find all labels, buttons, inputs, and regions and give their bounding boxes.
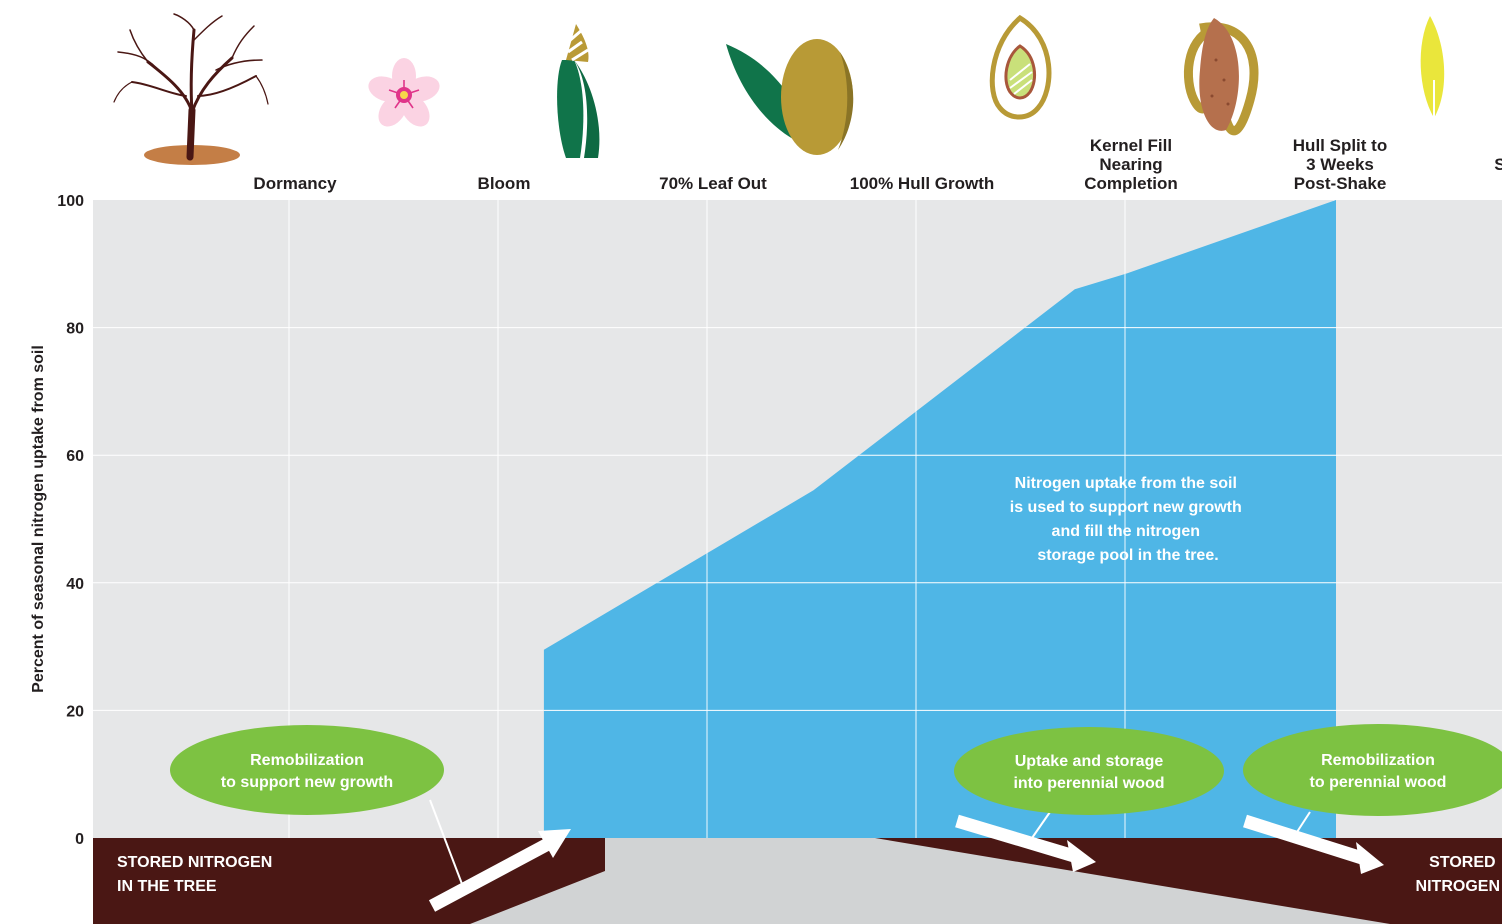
- oval-remobilization-wood: [1243, 724, 1502, 816]
- oval-uptake-storage: [954, 727, 1224, 815]
- y-axis-ticks: 0 20 40 60 80 100: [57, 193, 84, 848]
- stored-right-line: NITROGEN: [1416, 878, 1500, 895]
- oval-label: into perennial wood: [1013, 775, 1164, 792]
- stage-labels: Dormancy Bloom 70% Leaf Out 100% Hull Growt…: [253, 136, 1502, 193]
- y-tick-label: 80: [66, 321, 84, 338]
- stored-right-line: STORED: [1429, 854, 1495, 871]
- pointer-line-left: [429, 799, 463, 885]
- uptake-note-line: is used to support new growth: [1010, 499, 1242, 516]
- y-tick-label: 20: [66, 703, 84, 720]
- oval-texts: Remobilization to support new growth Uptak…: [221, 752, 1447, 792]
- kernel-fill-icon: [989, 14, 1052, 120]
- arrow-remobilize-up: [428, 829, 571, 912]
- uptake-note-line: and fill the nitrogen: [1052, 523, 1200, 540]
- uptake-area: [543, 200, 1336, 838]
- y-tick-label: 0: [75, 831, 84, 848]
- stage-label: Senescene to: [1494, 155, 1502, 174]
- hull-growth-icon: [726, 39, 854, 155]
- oval-label: Remobilization: [250, 752, 364, 769]
- stage-label: Kernel Fill: [1090, 136, 1172, 155]
- dormant-tree-icon: [113, 13, 269, 165]
- uptake-note-line: storage pool in the tree.: [1037, 547, 1218, 564]
- stage-label: Dormancy: [253, 174, 337, 193]
- stage-label: 100% Hull Growth: [850, 174, 995, 193]
- stored-nitrogen-label-right: STORED NITROGEN: [1416, 854, 1500, 895]
- oval-remobilization-growth: [170, 725, 444, 815]
- stage-label: Hull Split to: [1293, 136, 1387, 155]
- y-tick-label: 40: [66, 576, 84, 593]
- senescent-leaf-icon: [1420, 16, 1445, 118]
- stored-nitrogen-label-left: STORED NITROGEN IN THE TREE: [117, 854, 277, 895]
- bloom-flower-icon: [368, 58, 440, 127]
- oval-label: Remobilization: [1321, 752, 1435, 769]
- stage-label: Completion: [1084, 174, 1178, 193]
- y-tick-label: 60: [66, 448, 84, 465]
- uptake-note-line: Nitrogen uptake from the soil: [1015, 475, 1237, 492]
- stage-label: Nearing: [1099, 155, 1162, 174]
- stored-left-line: IN THE TREE: [117, 878, 217, 895]
- uptake-note: Nitrogen uptake from the soil is used to…: [1010, 475, 1246, 564]
- oval-label: Uptake and storage: [1015, 753, 1164, 770]
- oval-label: to perennial wood: [1310, 774, 1447, 791]
- stored-left-line: STORED NITROGEN: [117, 854, 272, 871]
- pointer-line-mid: [1031, 811, 1051, 839]
- stage-label: 70% Leaf Out: [659, 174, 767, 193]
- arrow-storage-wood: [955, 814, 1096, 872]
- stored-nitrogen-band-left: [93, 838, 605, 924]
- y-tick-label: 100: [57, 193, 84, 210]
- y-axis-label: Percent of seasonal nitrogen uptake from…: [30, 345, 47, 693]
- hull-split-icon: [1184, 18, 1259, 136]
- arrow-remobilize-wood: [1243, 814, 1384, 874]
- stage-label: Bloom: [478, 174, 531, 193]
- stage-label: Post-Shake: [1294, 174, 1387, 193]
- stage-label: 3 Weeks: [1306, 155, 1374, 174]
- oval-label: to support new growth: [221, 774, 393, 791]
- leaf-out-icon: [557, 24, 600, 158]
- pointer-line-right: [1296, 811, 1311, 833]
